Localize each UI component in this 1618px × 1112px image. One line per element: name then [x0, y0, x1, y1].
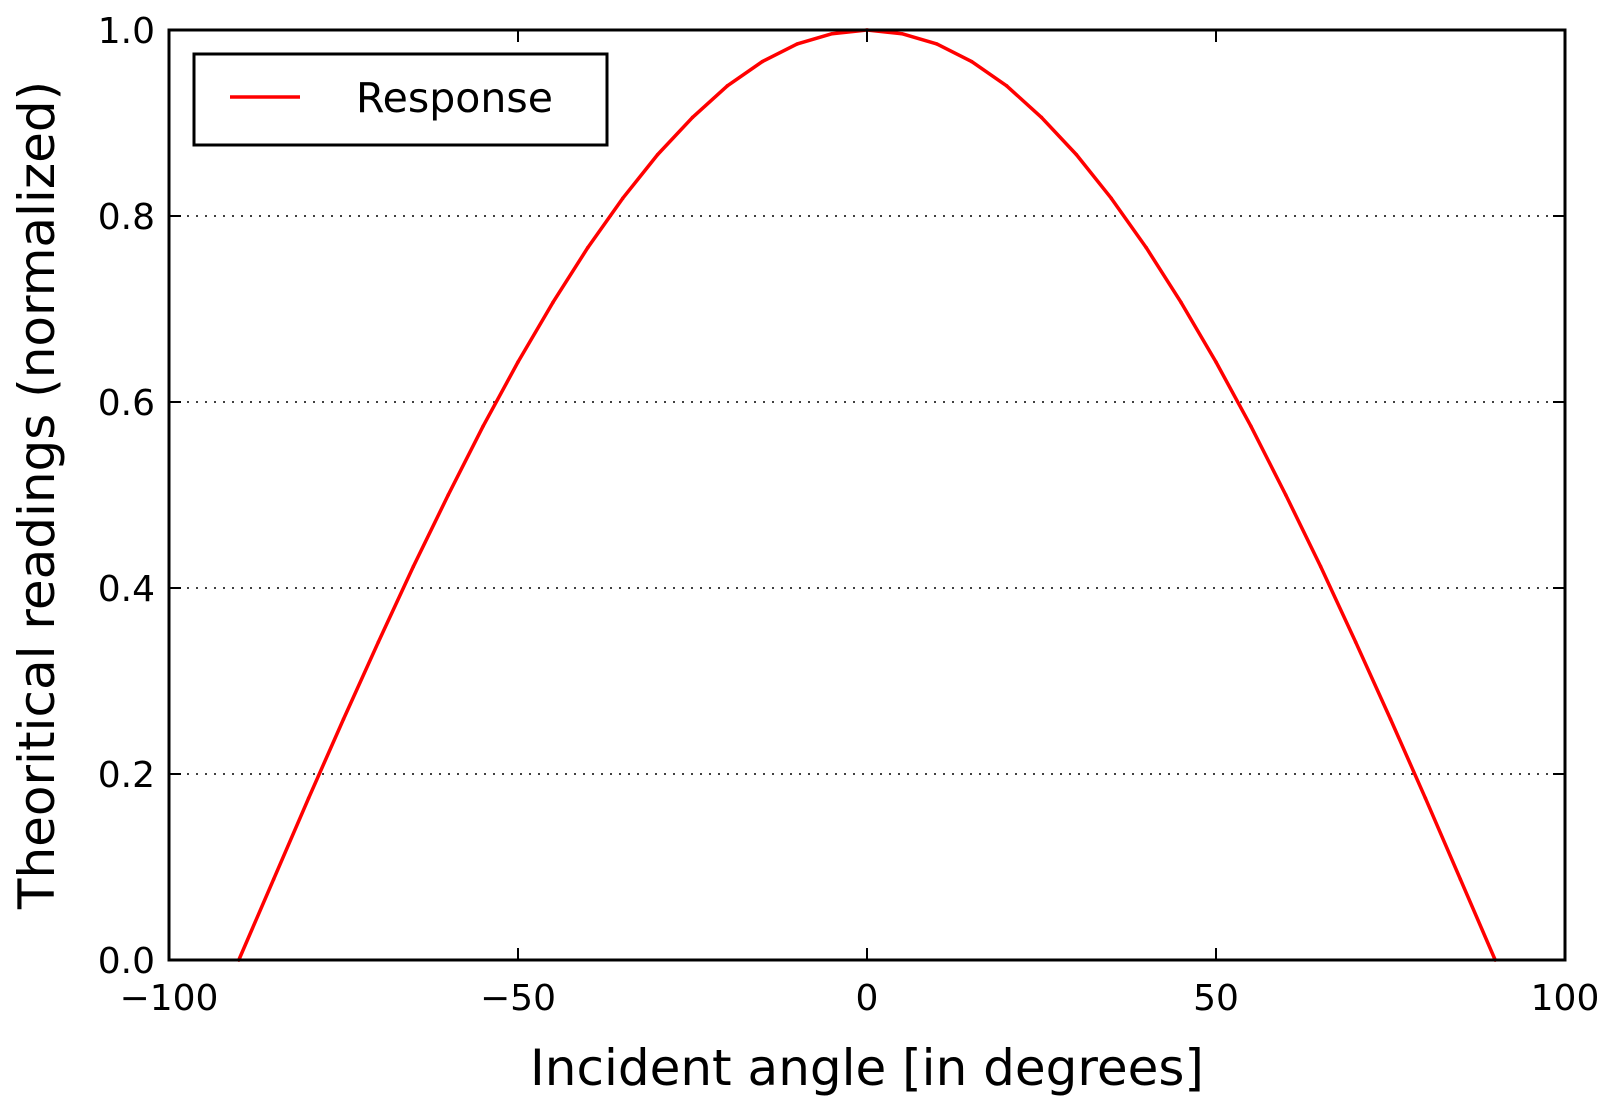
y-tick-label-3: 0.6 — [98, 383, 155, 424]
data-point-0-12 — [655, 152, 660, 157]
axis-ticks — [168, 29, 1566, 961]
data-point-0-32 — [1353, 640, 1358, 644]
data-point-0-28 — [1214, 360, 1218, 364]
data-point-0-9 — [551, 300, 555, 305]
data-point-0-34 — [1423, 796, 1428, 800]
data-point-0-31 — [1318, 564, 1323, 569]
data-point-0-35 — [1458, 877, 1463, 881]
y-axis-label: Theoritical readings (normalized) — [8, 81, 66, 910]
data-point-0-1 — [271, 877, 276, 881]
data-point-0-20 — [935, 42, 939, 46]
x-tick-labels: −100 −50 0 50 100 — [120, 978, 1600, 1019]
series-layer — [237, 28, 1497, 962]
y-tick-labels: 0.0 0.2 0.4 0.6 0.8 1.0 — [98, 11, 155, 982]
x-tick-label-3: 50 — [1193, 978, 1239, 1019]
data-point-0-15 — [760, 59, 765, 64]
data-point-0-5 — [411, 564, 416, 569]
y-tick-label-0: 0.0 — [98, 941, 155, 982]
data-point-0-7 — [481, 424, 485, 428]
x-tick-label-4: 100 — [1531, 978, 1600, 1019]
data-point-0-10 — [586, 245, 590, 250]
data-point-0-17 — [830, 31, 834, 36]
y-tick-label-1: 0.2 — [98, 755, 155, 796]
data-point-0-2 — [306, 796, 311, 800]
data-point-0-33 — [1388, 717, 1393, 721]
legend-box — [192, 52, 609, 147]
data-point-0-3 — [341, 717, 346, 721]
data-point-0-26 — [1144, 245, 1148, 250]
data-point-0-23 — [1039, 115, 1044, 120]
series-line-0 — [237, 28, 1497, 962]
data-point-0-8 — [516, 360, 520, 364]
data-point-0-11 — [620, 196, 625, 201]
legend-label-response: Response — [356, 74, 553, 122]
data-point-0-21 — [969, 59, 974, 64]
legend: Response — [192, 52, 609, 147]
x-tick-label-1: −50 — [480, 978, 556, 1019]
grid-lines — [169, 215, 1565, 775]
data-point-0-16 — [795, 42, 799, 46]
data-point-0-30 — [1284, 493, 1288, 497]
data-point-0-6 — [446, 493, 450, 497]
x-axis-label: Incident angle [in degrees] — [530, 1039, 1204, 1097]
data-point-0-4 — [376, 640, 381, 644]
data-point-0-29 — [1249, 424, 1253, 428]
data-point-0-25 — [1109, 196, 1114, 201]
plot-frame — [167, 28, 1567, 962]
data-point-0-24 — [1074, 152, 1079, 157]
data-point-0-13 — [690, 115, 695, 120]
data-point-0-22 — [1004, 84, 1009, 88]
y-tick-label-2: 0.4 — [98, 569, 155, 610]
data-point-0-19 — [900, 31, 904, 36]
y-tick-label-4: 0.8 — [98, 197, 155, 238]
y-tick-label-5: 1.0 — [98, 11, 155, 52]
data-point-0-27 — [1179, 300, 1183, 305]
x-tick-label-0: −100 — [120, 978, 219, 1019]
x-tick-label-2: 0 — [856, 978, 879, 1019]
data-point-0-14 — [725, 84, 730, 88]
